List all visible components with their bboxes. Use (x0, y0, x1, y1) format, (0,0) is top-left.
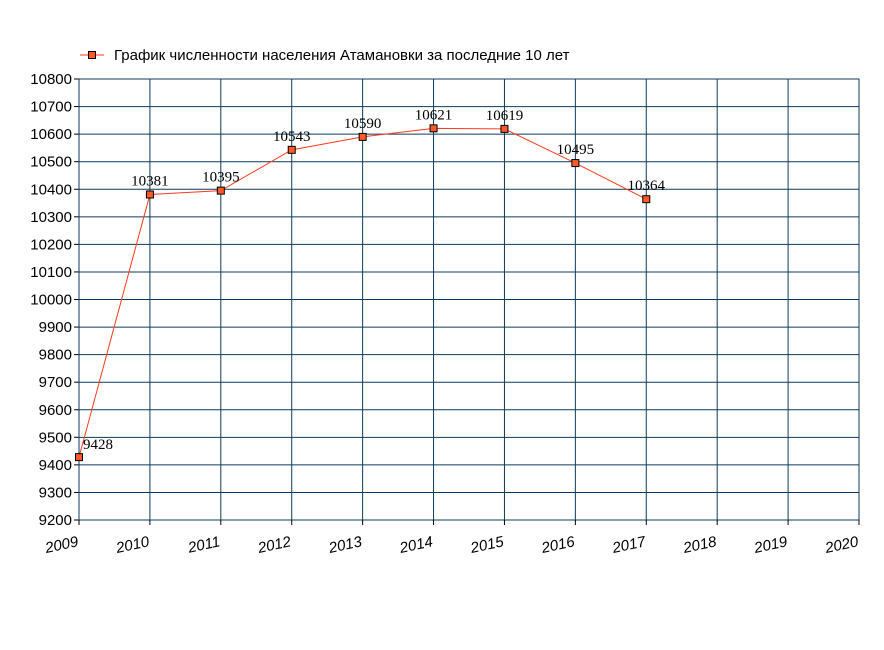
data-point-marker (429, 124, 438, 133)
data-point-marker (571, 159, 580, 168)
y-tick-label: 9300 (39, 484, 72, 501)
grid (74, 78, 860, 525)
y-tick-label: 9600 (39, 402, 72, 419)
x-tick-label: 2011 (186, 533, 222, 557)
x-tick-label: 2014 (397, 533, 434, 557)
x-tick-label: 2009 (43, 533, 81, 557)
x-tick-label: 2020 (823, 533, 861, 557)
series-group (75, 124, 651, 462)
x-tick-label: 2010 (114, 533, 152, 557)
x-tick-label: 2015 (468, 533, 506, 557)
data-point-marker (358, 132, 367, 141)
data-label: 10395 (202, 170, 240, 186)
x-tick-label: 2013 (326, 533, 364, 557)
data-point-marker (642, 195, 651, 204)
y-tick-label: 9500 (39, 429, 72, 446)
y-tick-label: 10700 (30, 99, 72, 116)
data-point-marker (75, 453, 83, 462)
y-tick-label: 9200 (39, 512, 72, 529)
y-tick-label: 9700 (39, 374, 72, 391)
data-point-marker (287, 145, 296, 154)
x-tick-label: 2016 (539, 533, 577, 557)
data-label: 10364 (628, 178, 666, 194)
y-tick-label: 9800 (39, 347, 72, 364)
data-labels: 9428 10381 10395 10543 10590 10621 10619 10495 1… (83, 107, 666, 453)
y-axis-ticks: 9200 9300 9400 9500 9600 9700 9800 9900 10000 101… (30, 71, 72, 529)
y-tick-label: 10600 (30, 126, 72, 143)
y-tick-label: 10100 (30, 264, 72, 281)
legend: График численности населения Атамановки … (80, 47, 570, 64)
y-tick-label: 10200 (30, 236, 72, 253)
x-tick-label: 2017 (610, 533, 648, 557)
data-label: 10619 (486, 108, 524, 124)
y-tick-label: 10300 (30, 209, 72, 226)
x-tick-label: 2019 (752, 533, 790, 557)
data-point-marker (216, 186, 225, 195)
legend-marker-swatch (88, 51, 96, 59)
y-tick-label: 10000 (30, 292, 72, 309)
data-label: 10543 (273, 129, 311, 145)
y-tick-label: 10400 (30, 181, 72, 198)
y-tick-label: 10800 (30, 71, 72, 88)
data-label: 10495 (557, 142, 595, 158)
data-label: 10621 (415, 107, 453, 123)
y-tick-label: 9900 (39, 319, 72, 336)
y-tick-label: 10500 (30, 154, 72, 171)
data-point-marker (500, 124, 509, 133)
data-label: 10381 (131, 173, 169, 189)
x-tick-label: 2012 (255, 533, 293, 557)
data-point-marker (145, 190, 154, 199)
y-tick-label: 9400 (39, 457, 72, 474)
x-tick-label: 2018 (681, 533, 719, 557)
legend-label: График численности населения Атамановки … (114, 47, 570, 64)
x-axis-ticks: 2009 2010 2011 2012 2013 2014 2015 2016 2017 2018… (43, 533, 861, 557)
data-label: 9428 (83, 437, 113, 453)
data-label: 10590 (344, 116, 382, 132)
